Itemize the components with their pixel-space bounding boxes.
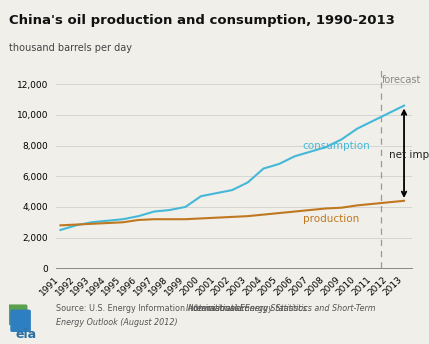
Text: consumption: consumption bbox=[302, 141, 370, 151]
Text: production: production bbox=[302, 214, 359, 224]
Text: International Energy Statistics and Short-Term: International Energy Statistics and Shor… bbox=[191, 304, 375, 313]
Text: Energy Outlook (August 2012): Energy Outlook (August 2012) bbox=[56, 318, 178, 327]
Text: eia: eia bbox=[15, 327, 36, 341]
Text: International Energy Statistics: International Energy Statistics bbox=[56, 304, 307, 313]
Text: forecast: forecast bbox=[382, 75, 422, 85]
Text: thousand barrels per day: thousand barrels per day bbox=[9, 43, 132, 53]
FancyBboxPatch shape bbox=[10, 310, 31, 332]
FancyBboxPatch shape bbox=[7, 304, 27, 325]
Text: China's oil production and consumption, 1990-2013: China's oil production and consumption, … bbox=[9, 14, 394, 27]
Text: Source: U.S. Energy Information Administration: Source: U.S. Energy Information Administ… bbox=[56, 304, 246, 313]
Text: net imports: net imports bbox=[389, 150, 429, 160]
